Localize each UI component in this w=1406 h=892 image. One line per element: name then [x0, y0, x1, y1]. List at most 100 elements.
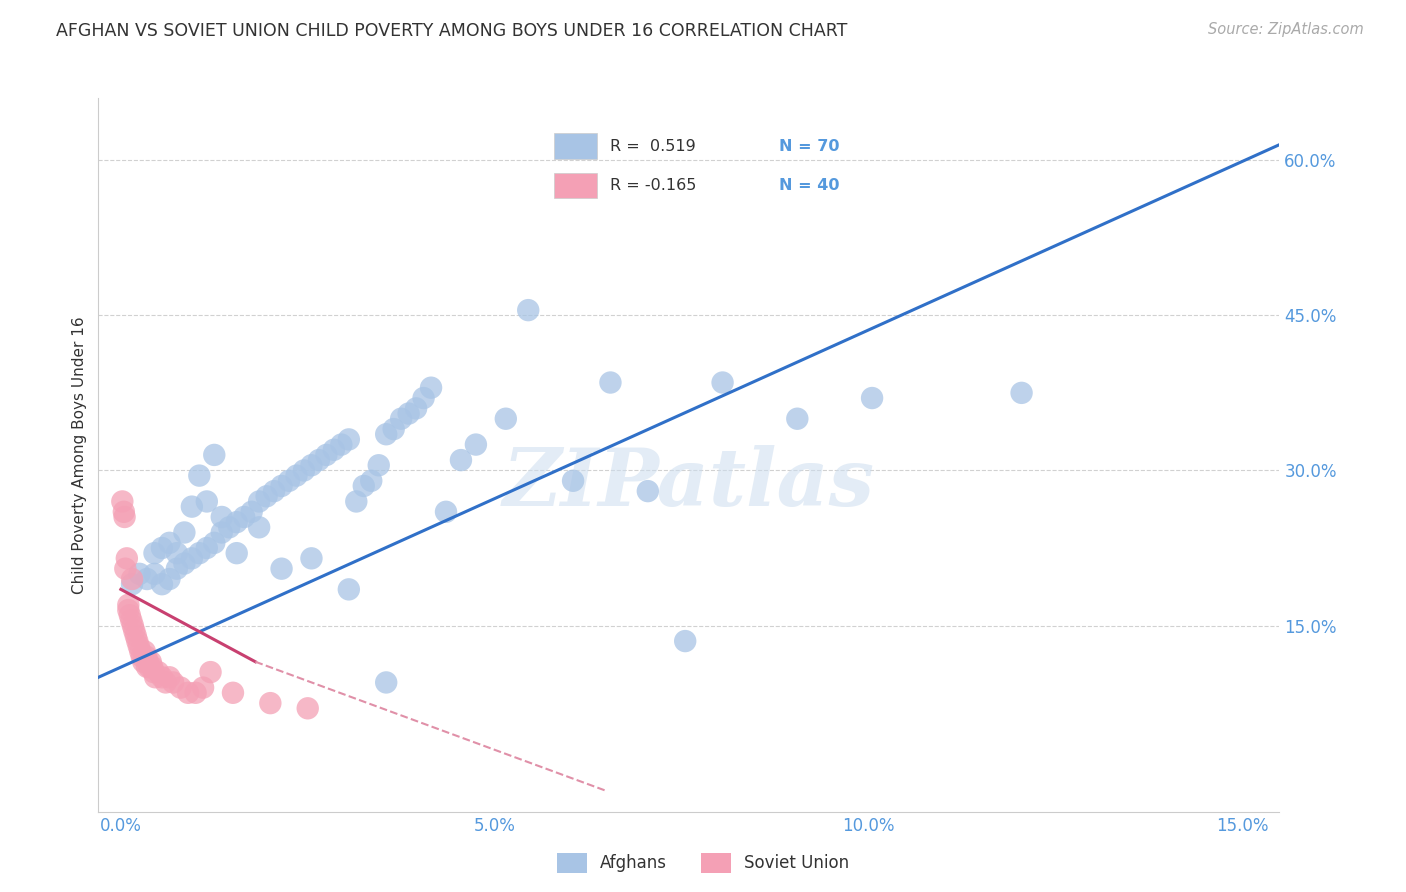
- Point: [136, 572, 159, 586]
- Point: [188, 546, 211, 560]
- Point: [202, 448, 225, 462]
- Point: [139, 655, 162, 669]
- Point: [562, 474, 585, 488]
- Y-axis label: Child Poverty Among Boys Under 16: Child Poverty Among Boys Under 16: [72, 316, 87, 594]
- Point: [128, 639, 150, 653]
- Point: [222, 686, 245, 700]
- Point: [330, 437, 353, 451]
- Point: [240, 505, 263, 519]
- Point: [211, 510, 233, 524]
- Point: [233, 510, 256, 524]
- Point: [173, 557, 195, 571]
- Point: [159, 670, 181, 684]
- Point: [143, 670, 166, 684]
- Point: [517, 303, 540, 318]
- Point: [120, 614, 142, 628]
- Point: [117, 598, 139, 612]
- Point: [263, 484, 285, 499]
- Point: [180, 551, 202, 566]
- Point: [375, 427, 398, 442]
- Point: [150, 670, 173, 684]
- Point: [118, 608, 141, 623]
- Point: [162, 675, 184, 690]
- Point: [225, 546, 247, 560]
- Point: [673, 634, 696, 648]
- Point: [375, 675, 398, 690]
- Point: [143, 566, 166, 581]
- Point: [259, 696, 281, 710]
- Point: [464, 437, 486, 451]
- Point: [169, 681, 191, 695]
- Point: [434, 505, 457, 519]
- Point: [412, 391, 434, 405]
- Point: [124, 624, 146, 638]
- Point: [121, 618, 143, 632]
- Text: R = -0.165: R = -0.165: [610, 178, 696, 194]
- Point: [308, 453, 330, 467]
- Point: [121, 572, 143, 586]
- Point: [136, 655, 159, 669]
- Point: [278, 474, 301, 488]
- Point: [786, 411, 808, 425]
- Point: [218, 520, 240, 534]
- Point: [353, 479, 375, 493]
- Point: [191, 681, 214, 695]
- Point: [131, 649, 153, 664]
- Point: [115, 551, 138, 566]
- Point: [450, 453, 472, 467]
- FancyBboxPatch shape: [554, 134, 596, 159]
- Text: ZIPatlas: ZIPatlas: [503, 445, 875, 522]
- Point: [143, 546, 166, 560]
- Point: [367, 458, 389, 473]
- Point: [202, 536, 225, 550]
- Point: [247, 520, 270, 534]
- Point: [112, 505, 135, 519]
- Point: [129, 644, 152, 658]
- Point: [322, 442, 344, 457]
- Point: [173, 525, 195, 540]
- Point: [344, 494, 367, 508]
- Point: [270, 479, 292, 493]
- Point: [195, 541, 218, 555]
- Point: [211, 525, 233, 540]
- Point: [150, 541, 173, 555]
- Point: [166, 546, 188, 560]
- Point: [136, 660, 159, 674]
- Point: [114, 562, 136, 576]
- Point: [256, 489, 278, 503]
- Point: [159, 536, 181, 550]
- Point: [337, 433, 360, 447]
- Point: [315, 448, 337, 462]
- Point: [637, 484, 659, 499]
- Point: [247, 494, 270, 508]
- Point: [150, 577, 173, 591]
- Point: [200, 665, 222, 679]
- Point: [142, 665, 165, 679]
- Point: [711, 376, 734, 390]
- Point: [360, 474, 382, 488]
- Point: [382, 422, 405, 436]
- Point: [148, 665, 170, 679]
- Point: [134, 644, 156, 658]
- Point: [297, 701, 319, 715]
- Point: [125, 629, 148, 643]
- Legend: Afghans, Soviet Union: Afghans, Soviet Union: [550, 847, 856, 880]
- Point: [155, 675, 177, 690]
- Point: [138, 660, 160, 674]
- Point: [111, 494, 134, 508]
- Point: [128, 566, 150, 581]
- Point: [495, 411, 517, 425]
- Point: [135, 649, 157, 664]
- Point: [188, 468, 211, 483]
- Point: [121, 577, 143, 591]
- Point: [389, 411, 412, 425]
- Point: [301, 458, 323, 473]
- Point: [860, 391, 883, 405]
- Point: [225, 515, 247, 529]
- Point: [114, 510, 136, 524]
- Text: N = 40: N = 40: [779, 178, 839, 194]
- Point: [285, 468, 308, 483]
- Point: [405, 401, 427, 416]
- Point: [398, 407, 420, 421]
- Point: [166, 562, 188, 576]
